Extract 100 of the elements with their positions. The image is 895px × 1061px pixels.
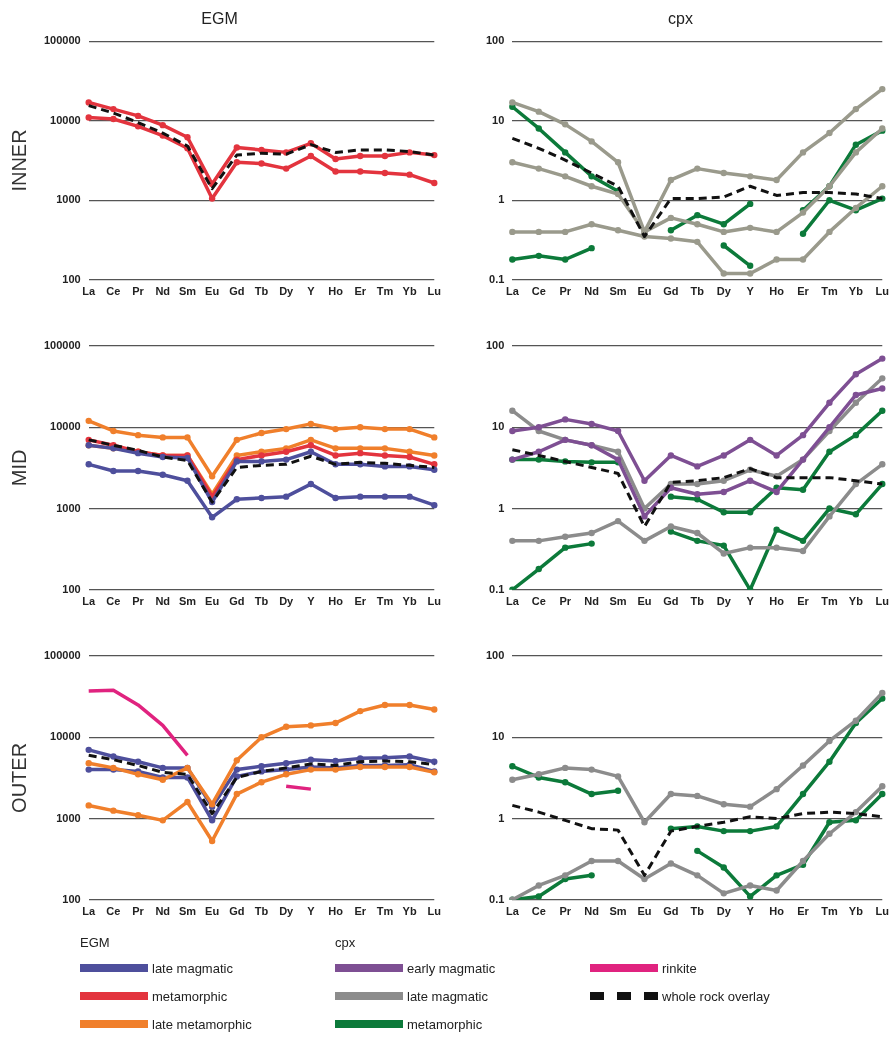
x-tick-label: Pr [559,905,572,918]
x-tick-label: Pr [132,595,145,608]
legend-label: late metamorphic [152,1016,252,1032]
x-tick-label: Gd [663,905,679,918]
x-tick-label: Gd [663,285,679,298]
x-tick-label: Nd [155,285,171,298]
x-tick-label: La [82,905,96,918]
x-tick-label: Tm [821,285,838,298]
x-tick-label: Ho [328,595,344,608]
x-tick-label: Er [354,285,367,298]
x-tick-label: Dy [279,285,295,298]
x-tick-label: Ho [328,905,344,918]
x-tick-label: Dy [716,285,732,298]
y-tick-label: 100000 [43,649,81,662]
x-tick-label: Ho [769,905,785,918]
x-tick-label: La [82,285,96,298]
x-tick-label: Yb [402,595,417,608]
y-tick-label: 100000 [43,34,81,47]
x-tick-label: Nd [584,905,599,918]
y-tick-label: 100000 [43,339,81,352]
x-tick-label: Sm [178,595,197,608]
x-tick-label: Ho [769,285,785,298]
x-tick-label: Ho [769,595,785,608]
x-tick-label: Yb [402,905,417,918]
x-tick-label: Y [746,285,755,298]
y-tick-label: 100 [62,582,81,595]
x-tick-label: Yb [848,905,864,918]
x-tick-label: Pr [132,905,145,918]
x-tick-label: Dy [279,905,295,918]
x-tick-label: Gd [663,595,679,608]
x-tick-label: Tb [254,905,269,918]
x-tick-label: Yb [848,285,864,298]
x-tick-label: Tb [254,285,269,298]
x-tick-label: Tb [690,285,705,298]
chart-title: cpx [668,10,693,28]
x-tick-label: Er [354,595,367,608]
x-tick-label: Ce [106,285,121,298]
y-tick-label: 100 [62,892,81,905]
x-tick-label: Sm [609,285,627,298]
y-tick-label: 10000 [50,420,81,433]
x-tick-label: Ho [328,285,344,298]
y-tick-label: 10 [492,420,505,433]
y-tick-label: 1000 [56,501,81,514]
x-tick-label: Er [797,285,810,298]
x-tick-label: Tb [254,595,269,608]
y-tick-label: 100 [485,339,505,352]
x-tick-label: Gd [229,285,245,298]
y-tick-label: 100 [485,649,505,662]
x-tick-label: Sm [178,905,197,918]
legend-label: rinkite [662,960,697,976]
legend-title: EGM [80,935,111,951]
x-tick-label: Eu [205,595,220,608]
x-tick-label: Lu [427,905,442,918]
x-tick-label: Ce [531,905,546,918]
x-tick-label: Pr [132,285,145,298]
x-tick-label: Eu [637,285,652,298]
x-tick-label: Gd [229,595,245,608]
y-tick-label: 10000 [50,730,81,743]
legend-label: metamorphic [407,1016,483,1032]
x-tick-label: Yb [402,285,417,298]
x-tick-label: Ce [531,595,546,608]
x-tick-label: Tb [690,905,705,918]
chart-title: EGM [201,10,238,28]
legend-title: cpx [335,935,357,951]
x-tick-label: Pr [559,595,572,608]
x-tick-label: Sm [609,595,627,608]
x-tick-label: Y [746,905,755,918]
y-axis-title: OUTER [7,742,30,813]
y-tick-label: 100 [62,272,81,285]
x-tick-label: Dy [716,905,732,918]
y-tick-label: 10 [492,730,505,743]
x-tick-label: Y [307,905,316,918]
x-tick-label: La [505,595,520,608]
x-tick-label: Eu [637,595,652,608]
x-tick-label: Lu [875,905,890,918]
legend-label: metamorphic [152,988,228,1004]
x-tick-label: Tm [821,905,838,918]
x-tick-label: Eu [637,905,652,918]
y-tick-label: 100 [485,34,505,47]
y-tick-label: 0.1 [489,892,505,905]
x-tick-label: Ce [106,905,121,918]
y-tick-label: 1 [498,811,505,824]
x-tick-label: Tm [376,905,394,918]
x-tick-label: Y [307,595,316,608]
y-axis-title: INNER [7,129,30,192]
legend-label: late magmatic [152,960,233,976]
x-tick-label: Pr [559,285,572,298]
x-tick-label: Eu [205,285,220,298]
x-tick-label: Lu [427,595,442,608]
y-tick-label: 1000 [56,811,81,824]
x-tick-label: Nd [155,905,171,918]
y-tick-label: 0.1 [489,272,505,285]
x-tick-label: Nd [584,595,599,608]
x-tick-label: Sm [178,285,197,298]
x-tick-label: Lu [427,285,442,298]
x-tick-label: Dy [716,595,732,608]
x-tick-label: La [82,595,96,608]
x-tick-label: Tm [821,595,838,608]
x-tick-label: La [505,285,520,298]
y-tick-label: 0.1 [489,582,505,595]
